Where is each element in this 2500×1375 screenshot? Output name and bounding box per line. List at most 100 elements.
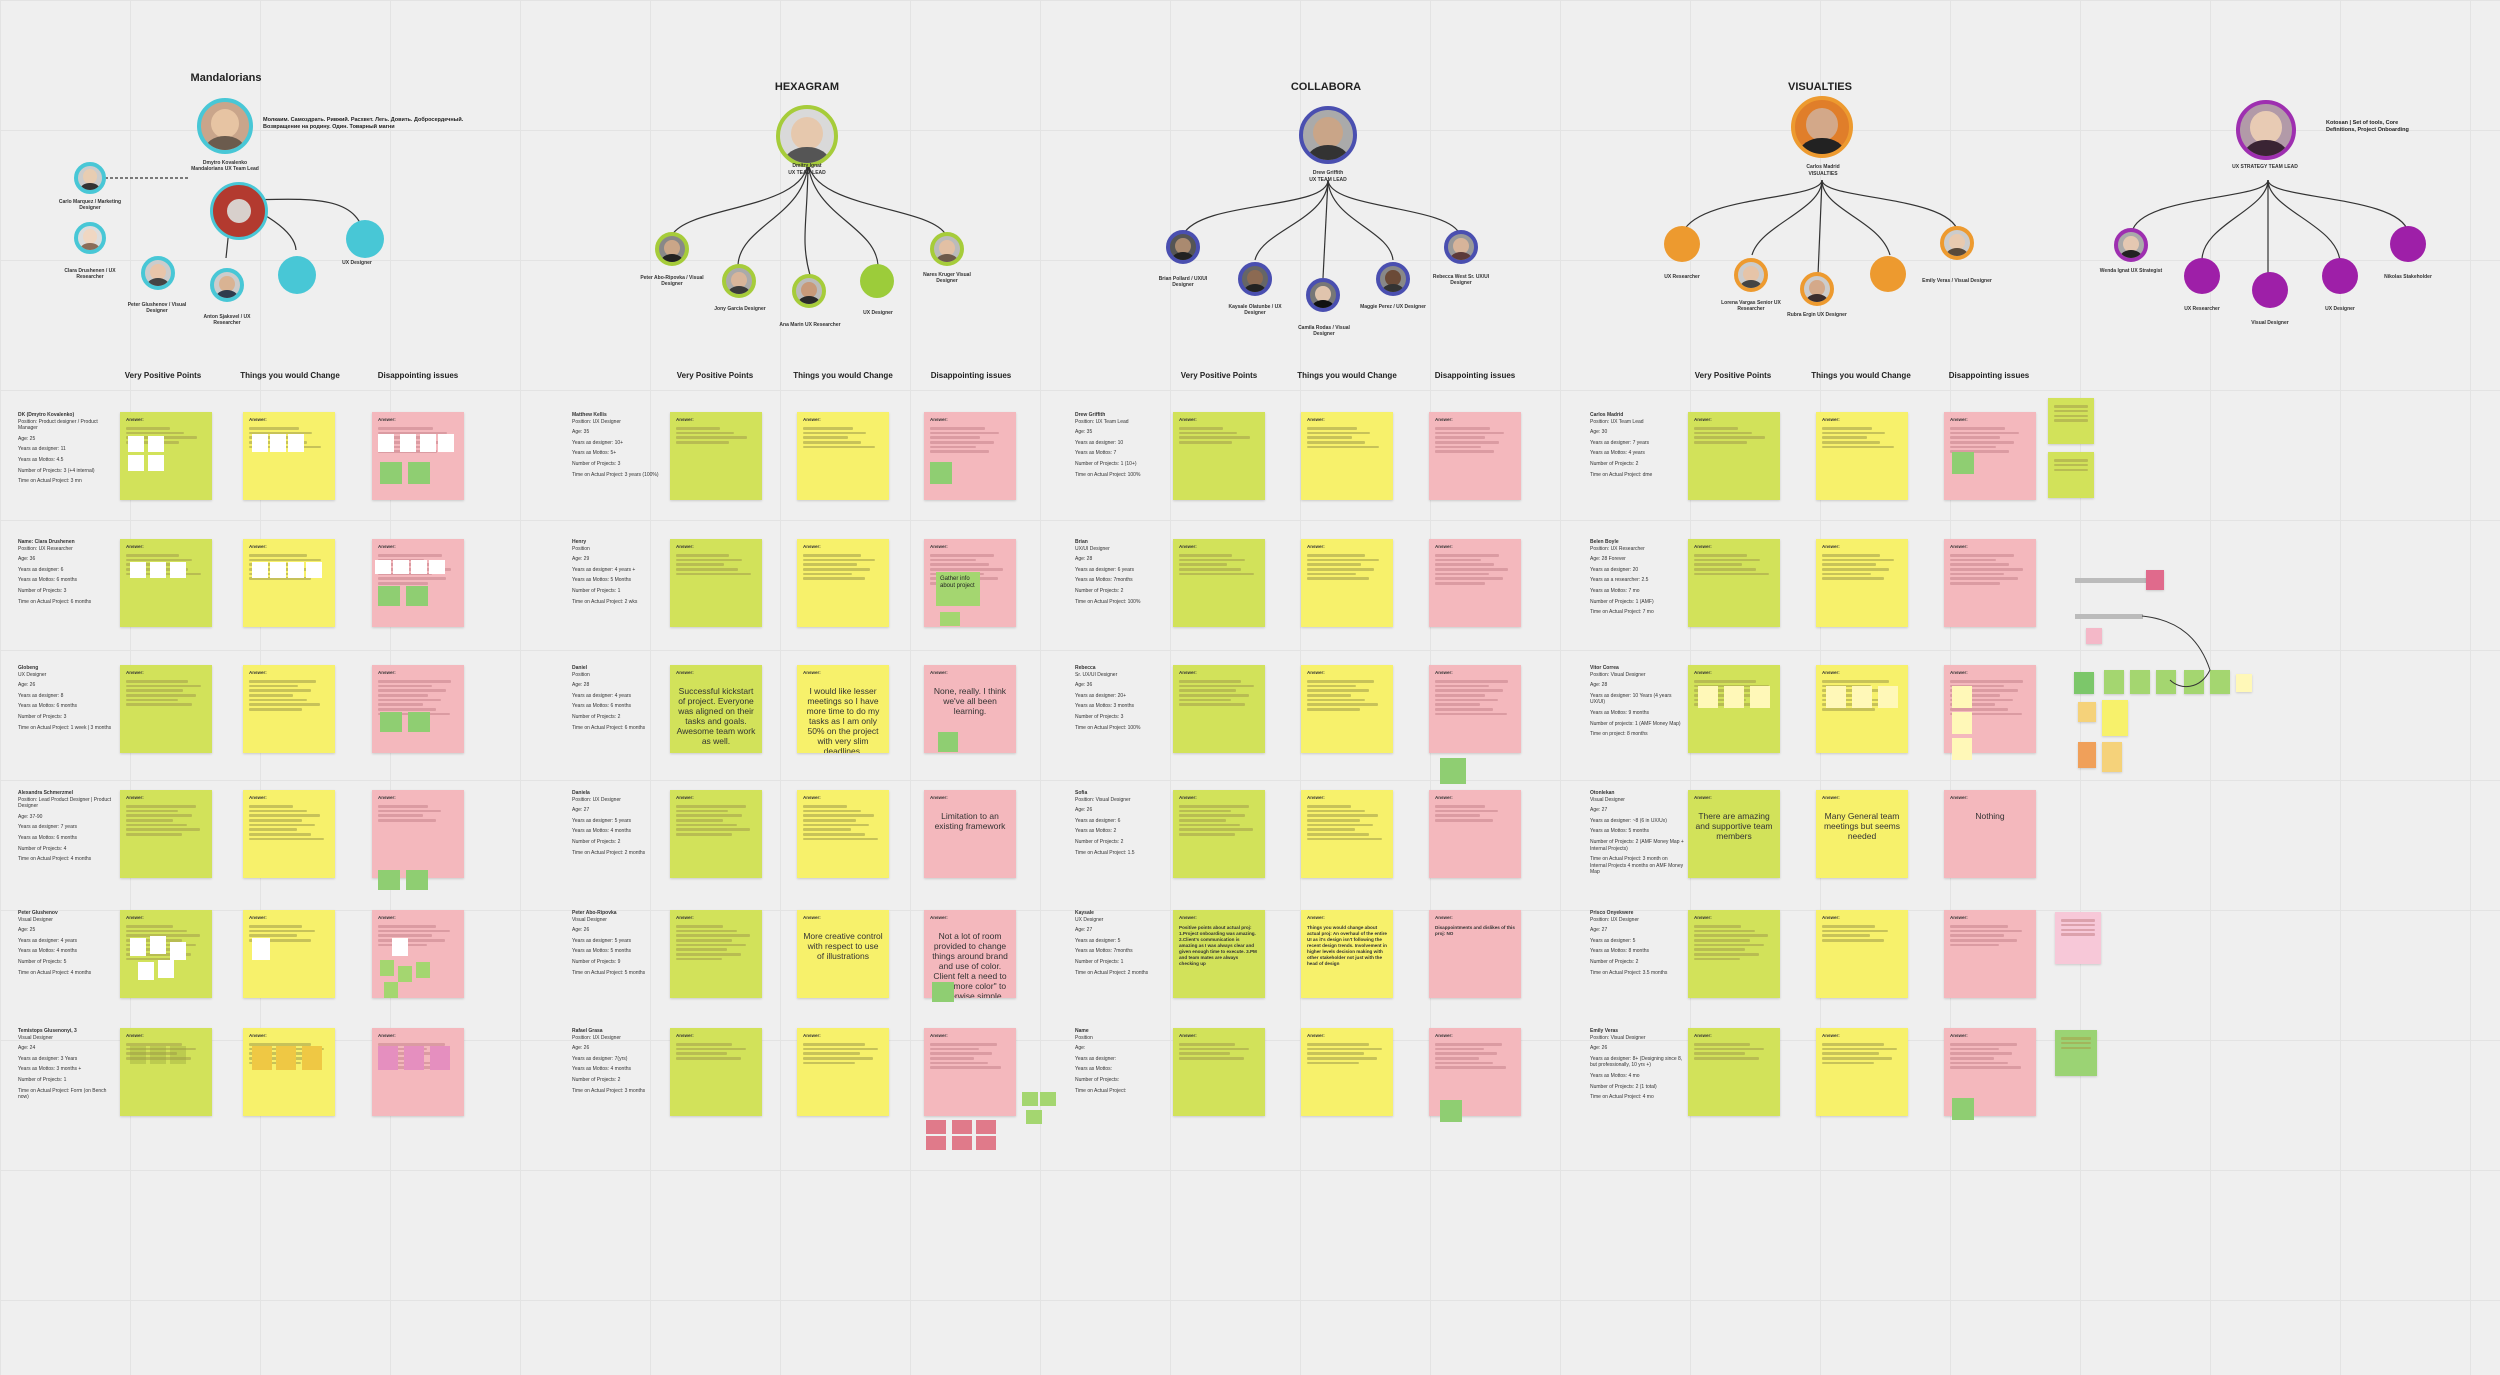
mini-note[interactable] xyxy=(1952,452,1974,474)
answer-sticky[interactable]: Answer: Not a lot of room provided to cha… xyxy=(924,910,1016,998)
mini-note[interactable] xyxy=(1750,686,1770,708)
mini-note[interactable] xyxy=(158,960,174,978)
answer-sticky[interactable]: Answer: xyxy=(243,665,335,753)
answer-sticky[interactable]: Answer: xyxy=(372,539,464,627)
mini-note[interactable] xyxy=(411,560,427,574)
answer-sticky[interactable]: Answer: xyxy=(1173,665,1265,753)
answer-sticky[interactable]: Answer: I would like lesser meetings so I… xyxy=(797,665,889,753)
answer-sticky[interactable]: Answer: Disappointments and dislikes of t… xyxy=(1429,910,1521,998)
answer-sticky[interactable]: Answer: xyxy=(243,790,335,878)
answer-sticky[interactable]: Answer: More creative control with respec… xyxy=(797,910,889,998)
mini-note[interactable] xyxy=(416,962,430,978)
member-avatar[interactable] xyxy=(792,274,826,308)
answer-sticky[interactable]: Answer: xyxy=(1688,539,1780,627)
mini-note[interactable] xyxy=(976,1120,996,1134)
member-avatar[interactable] xyxy=(722,264,756,298)
answer-sticky[interactable]: Answer: xyxy=(670,412,762,500)
mini-note[interactable] xyxy=(252,1046,272,1070)
mini-note[interactable] xyxy=(1698,686,1718,708)
mini-note[interactable] xyxy=(288,434,304,452)
side-note[interactable] xyxy=(2048,398,2094,444)
mini-note[interactable] xyxy=(270,434,286,452)
answer-sticky[interactable]: Answer: xyxy=(1429,790,1521,878)
mini-note[interactable] xyxy=(380,960,394,976)
answer-sticky[interactable]: Answer: xyxy=(1301,412,1393,500)
mini-note[interactable] xyxy=(932,982,954,1002)
member-placeholder[interactable] xyxy=(346,220,384,258)
mini-note[interactable] xyxy=(150,936,166,954)
answer-sticky[interactable]: Answer: xyxy=(1173,790,1265,878)
lead-avatar-collabora[interactable] xyxy=(1299,106,1357,164)
answer-sticky[interactable]: Answer: xyxy=(797,412,889,500)
mini-note[interactable] xyxy=(276,1046,296,1070)
answer-sticky[interactable]: Answer: Things you would change about act… xyxy=(1301,910,1393,998)
answer-sticky[interactable]: Answer: xyxy=(1429,1028,1521,1116)
mini-note[interactable] xyxy=(138,962,154,980)
answer-sticky[interactable]: Answer: xyxy=(670,910,762,998)
member-avatar[interactable] xyxy=(930,232,964,266)
mini-note[interactable] xyxy=(1952,712,1972,734)
mini-note[interactable] xyxy=(1440,1100,1462,1122)
mini-note[interactable] xyxy=(976,1136,996,1150)
mini-note[interactable] xyxy=(148,436,164,452)
answer-sticky[interactable]: Answer: xyxy=(1944,910,2036,998)
mini-note[interactable] xyxy=(420,434,436,452)
member-avatar[interactable] xyxy=(1940,226,1974,260)
mini-note[interactable] xyxy=(1022,1092,1038,1106)
mini-note[interactable] xyxy=(1852,686,1872,708)
answer-sticky[interactable]: Answer: xyxy=(670,1028,762,1116)
side-note[interactable] xyxy=(2130,670,2150,694)
mini-note[interactable] xyxy=(940,612,960,626)
member-avatar[interactable] xyxy=(1800,272,1834,306)
answer-sticky[interactable]: Answer: xyxy=(1301,539,1393,627)
mini-note[interactable] xyxy=(378,586,400,606)
answer-sticky[interactable]: Answer: xyxy=(1816,412,1908,500)
member-avatar[interactable] xyxy=(74,162,106,194)
mini-note[interactable] xyxy=(430,1046,450,1070)
side-note[interactable] xyxy=(2074,672,2094,694)
mini-note[interactable] xyxy=(130,938,146,956)
side-note[interactable] xyxy=(2210,670,2230,694)
side-note[interactable] xyxy=(2055,1030,2097,1076)
mini-note[interactable] xyxy=(252,938,270,960)
mini-note[interactable] xyxy=(128,455,144,471)
side-note[interactable] xyxy=(2102,700,2128,736)
answer-sticky[interactable]: Answer: xyxy=(1429,665,1521,753)
mini-note[interactable] xyxy=(1040,1092,1056,1106)
member-placeholder[interactable] xyxy=(2322,258,2358,294)
side-note[interactable] xyxy=(2086,628,2102,644)
lead-avatar-hexagram[interactable] xyxy=(776,105,838,167)
member-avatar[interactable] xyxy=(141,256,175,290)
mini-note[interactable] xyxy=(302,1046,322,1070)
answer-sticky[interactable]: Answer: xyxy=(670,539,762,627)
mini-note[interactable] xyxy=(926,1136,946,1150)
mini-note[interactable] xyxy=(1952,1098,1974,1120)
answer-sticky[interactable]: Answer: xyxy=(243,412,335,500)
answer-sticky[interactable]: Answer: xyxy=(243,539,335,627)
answer-sticky[interactable]: Answer: xyxy=(1688,665,1780,753)
mini-note[interactable] xyxy=(1952,686,1972,708)
member-avatar[interactable] xyxy=(1734,258,1768,292)
answer-sticky[interactable]: Answer: xyxy=(1944,539,2036,627)
side-note[interactable] xyxy=(2055,912,2101,964)
mini-note[interactable] xyxy=(393,560,409,574)
answer-sticky[interactable]: Answer: xyxy=(243,1028,335,1116)
mini-note[interactable] xyxy=(1952,738,1972,760)
answer-sticky[interactable]: Answer: xyxy=(797,539,889,627)
mini-note[interactable] xyxy=(408,462,430,484)
mini-note[interactable] xyxy=(270,562,286,578)
mini-note[interactable] xyxy=(378,870,400,890)
side-note[interactable] xyxy=(2236,674,2252,692)
answer-sticky[interactable]: Answer: xyxy=(1688,910,1780,998)
member-avatar[interactable] xyxy=(1376,262,1410,296)
answer-sticky[interactable]: Answer: xyxy=(1816,910,1908,998)
answer-sticky[interactable]: Answer: xyxy=(924,412,1016,500)
side-note[interactable] xyxy=(2104,670,2124,694)
mini-note[interactable] xyxy=(170,942,186,960)
mini-note[interactable] xyxy=(148,455,164,471)
mini-note[interactable] xyxy=(252,562,268,578)
side-note[interactable] xyxy=(2078,702,2096,722)
mini-note[interactable] xyxy=(1440,758,1466,784)
mini-note[interactable] xyxy=(429,560,445,574)
mini-note[interactable] xyxy=(952,1120,972,1134)
